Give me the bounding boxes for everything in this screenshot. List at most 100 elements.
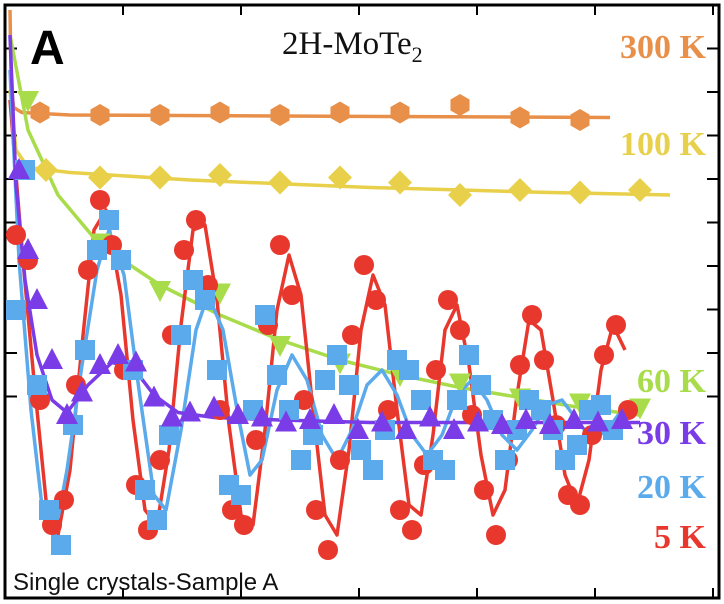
- data-point-100k: [448, 183, 472, 207]
- data-point-5k: [186, 210, 206, 230]
- data-point-20k: [87, 240, 107, 260]
- series-labels: 300 K 100 K 60 K 30 K 20 K 5 K: [620, 29, 707, 556]
- series-label-60k: 60 K: [637, 363, 707, 400]
- data-point-100k: [388, 170, 412, 195]
- data-point-30k: [41, 348, 63, 369]
- data-point-100k: [88, 165, 112, 190]
- data-point-20k: [255, 305, 275, 325]
- data-point-5k: [330, 450, 350, 470]
- series-label-300k: 300 K: [620, 29, 707, 66]
- data-point-30k: [56, 403, 78, 424]
- data-point-20k: [75, 340, 95, 360]
- data-point-300k: [330, 101, 350, 124]
- data-point-5k: [354, 255, 374, 275]
- data-point-5k: [390, 500, 410, 520]
- data-point-5k: [438, 290, 458, 310]
- data-point-30k: [17, 238, 39, 259]
- data-point-20k: [303, 425, 323, 445]
- series-label-20k: 20 K: [637, 469, 707, 506]
- data-point-60k: [149, 281, 171, 302]
- data-point-5k: [174, 240, 194, 260]
- data-point-20k: [147, 510, 167, 530]
- data-point-30k: [179, 400, 201, 422]
- data-point-30k: [491, 413, 513, 434]
- data-point-30k: [539, 413, 561, 434]
- data-point-30k: [143, 385, 165, 407]
- data-point-300k: [450, 94, 470, 116]
- data-point-30k: [395, 418, 417, 439]
- data-point-5k: [486, 525, 506, 545]
- data-point-5k: [342, 325, 362, 345]
- data-point-5k: [534, 350, 554, 370]
- data-point-300k: [510, 106, 530, 129]
- data-point-300k: [270, 104, 290, 126]
- data-point-30k: [251, 405, 273, 427]
- data-point-20k: [111, 250, 131, 270]
- data-point-60k: [449, 373, 471, 395]
- data-point-20k: [171, 325, 191, 345]
- data-point-30k: [371, 410, 393, 432]
- data-point-30k: [611, 408, 633, 429]
- data-point-30k: [125, 350, 147, 372]
- chart-title-main: 2H-MoTe: [282, 26, 412, 62]
- chart-title: 2H-MoTe2: [282, 26, 423, 67]
- series-label-30k: 30 K: [637, 415, 707, 452]
- data-point-20k: [195, 290, 215, 310]
- data-point-5k: [90, 190, 110, 210]
- data-point-20k: [51, 535, 71, 555]
- data-point-20k: [6, 300, 26, 320]
- data-point-20k: [327, 345, 347, 365]
- data-point-30k: [299, 408, 321, 429]
- data-point-20k: [267, 365, 287, 385]
- data-point-5k: [522, 305, 542, 325]
- data-point-30k: [419, 405, 441, 427]
- plot-frame: [3, 3, 721, 600]
- data-point-5k: [234, 515, 254, 535]
- data-point-5k: [306, 500, 326, 520]
- data-point-20k: [399, 360, 419, 380]
- data-point-30k: [161, 405, 183, 427]
- data-point-20k: [231, 485, 251, 505]
- data-point-100k: [208, 163, 232, 187]
- data-point-100k: [268, 170, 292, 195]
- data-point-5k: [474, 480, 494, 500]
- series-label-100k: 100 K: [620, 126, 707, 163]
- data-point-100k: [328, 165, 352, 190]
- data-point-300k: [210, 101, 230, 124]
- data-point-100k: [148, 165, 172, 190]
- data-point-5k: [78, 260, 98, 280]
- data-point-20k: [363, 460, 383, 480]
- series-label-5k: 5 K: [654, 519, 707, 556]
- data-point-30k: [8, 158, 30, 179]
- data-point-20k: [39, 500, 59, 520]
- data-point-30k: [107, 343, 129, 364]
- data-point-20k: [567, 435, 587, 455]
- data-point-30k: [563, 408, 585, 429]
- data-point-30k: [323, 403, 345, 424]
- data-point-20k: [183, 270, 203, 290]
- data-point-30k: [275, 410, 297, 432]
- data-point-60k: [17, 91, 39, 112]
- data-point-5k: [150, 450, 170, 470]
- data-point-30k: [227, 403, 249, 424]
- data-point-30k: [89, 353, 111, 374]
- data-point-20k: [495, 450, 515, 470]
- data-point-20k: [159, 425, 179, 445]
- data-point-30k: [71, 380, 93, 402]
- data-point-5k: [366, 290, 386, 310]
- data-point-5k: [594, 345, 614, 365]
- data-point-20k: [291, 450, 311, 470]
- data-point-20k: [471, 375, 491, 395]
- data-point-100k: [628, 178, 652, 202]
- data-point-20k: [411, 390, 431, 410]
- data-point-5k: [606, 315, 626, 335]
- data-point-30k: [443, 418, 465, 439]
- data-point-5k: [402, 520, 422, 540]
- data-point-20k: [27, 375, 47, 395]
- data-point-30k: [26, 288, 48, 309]
- data-point-20k: [435, 460, 455, 480]
- data-point-5k: [318, 540, 338, 560]
- data-point-30k: [203, 395, 225, 417]
- data-point-5k: [6, 225, 26, 245]
- data-point-20k: [531, 400, 551, 420]
